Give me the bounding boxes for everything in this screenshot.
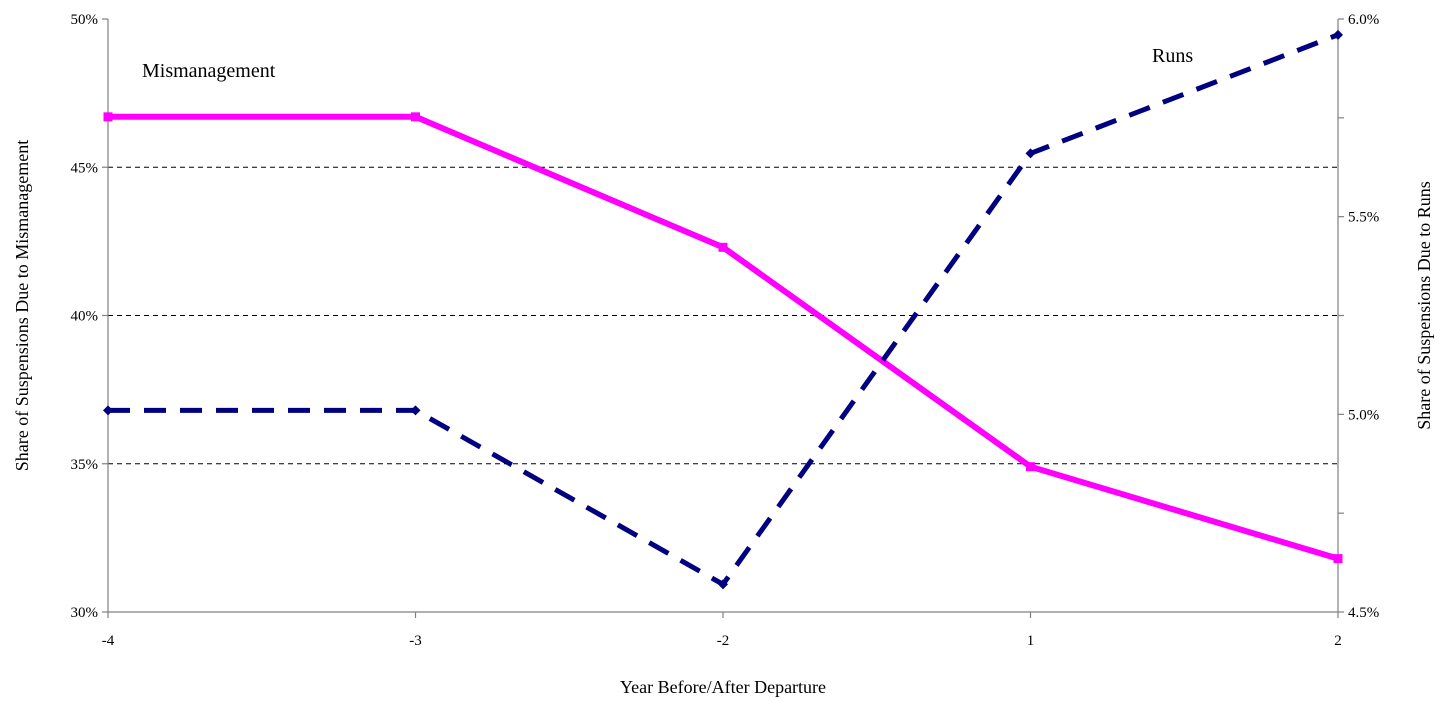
data-point-mismanagement bbox=[1026, 462, 1035, 472]
gridlines bbox=[108, 166, 1338, 465]
right-y-tick-label: 6.0% bbox=[1348, 12, 1379, 28]
left-y-axis-title: Share of Suspensions Due to Mismanagemen… bbox=[12, 140, 32, 471]
x-tick-label: -4 bbox=[102, 633, 115, 649]
data-point-runs bbox=[1333, 29, 1343, 40]
left-y-tick-label: 50% bbox=[71, 12, 99, 28]
right-y-tick-label: 5.0% bbox=[1348, 407, 1379, 423]
x-tick-label: 2 bbox=[1334, 633, 1342, 649]
data-point-runs bbox=[410, 405, 421, 416]
data-point-mismanagement bbox=[1333, 554, 1343, 564]
data-point-mismanagement bbox=[718, 242, 728, 252]
data-point-runs bbox=[718, 579, 728, 590]
x-tick-label: -3 bbox=[409, 633, 422, 649]
data-point-mismanagement bbox=[411, 112, 420, 122]
right-y-axis-title: Share of Suspensions Due to Runs bbox=[1414, 181, 1434, 430]
series-label-mismanagement: Mismanagement bbox=[142, 60, 276, 82]
x-tick-label: 1 bbox=[1027, 633, 1035, 649]
right-y-tick-label: 5.5% bbox=[1348, 210, 1379, 226]
left-y-tick-label: 45% bbox=[71, 160, 99, 176]
tick-labels: 30% 35% 40% 45% 50% 4.5% 5.0% 5.5% 6.0% -4 -3 -2 1 2 bbox=[71, 12, 1380, 649]
data-point-runs bbox=[1025, 148, 1036, 159]
data-point-runs bbox=[103, 405, 113, 416]
data-point-mismanagement bbox=[103, 112, 113, 122]
left-y-tick-label: 35% bbox=[71, 457, 99, 473]
left-y-tick-label: 40% bbox=[71, 309, 99, 325]
left-y-tick-label: 30% bbox=[71, 605, 99, 621]
right-y-tick-label: 4.5% bbox=[1348, 605, 1379, 621]
series-label-runs: Runs bbox=[1152, 45, 1193, 67]
series bbox=[103, 29, 1343, 590]
x-tick-label: -2 bbox=[717, 633, 730, 649]
series-line-mismanagement bbox=[108, 113, 1339, 562]
axes bbox=[102, 18, 1344, 618]
x-axis-title: Year Before/After Departure bbox=[620, 677, 826, 697]
